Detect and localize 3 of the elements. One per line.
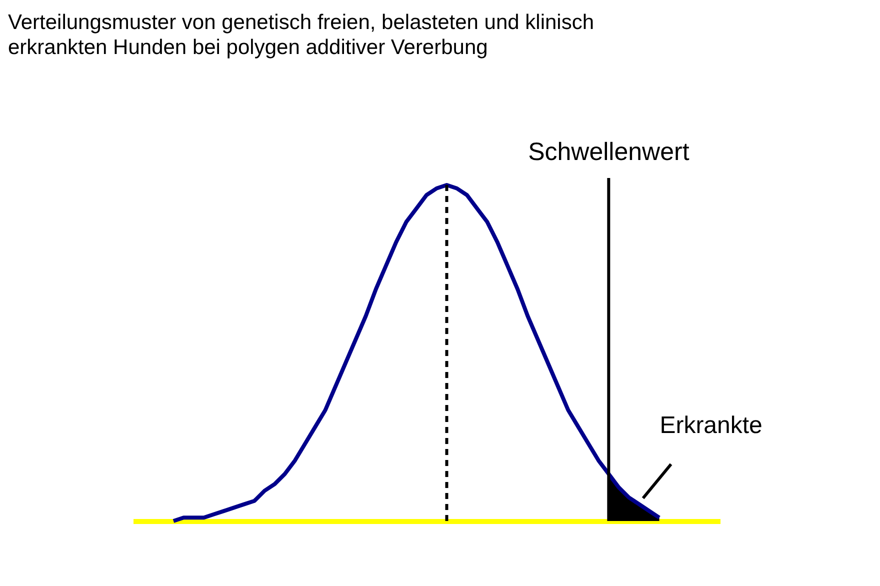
chart-title: Verteilungsmuster von genetisch freien, belasteten und klinisch erkrankten Hunden bei polygen additiver Vererbung [8,11,594,59]
text: Schwellenwert [528,138,690,166]
annotation: Erkrankte [660,412,762,440]
